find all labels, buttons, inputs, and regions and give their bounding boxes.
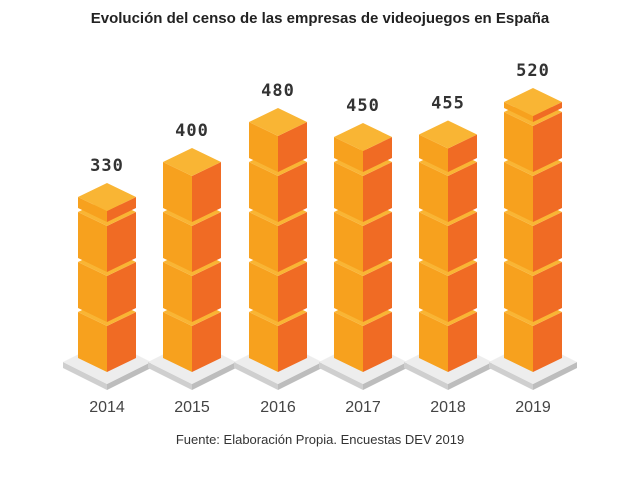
- bar-2017: [319, 123, 407, 390]
- cube-left-face: [163, 212, 192, 272]
- bar-2019: [489, 88, 577, 390]
- x-tick-label: 2017: [345, 399, 381, 416]
- cube-right-face: [448, 262, 477, 322]
- cube-left-face: [334, 262, 363, 322]
- cube-left-face: [78, 262, 107, 322]
- cube-left-face: [419, 312, 448, 372]
- cube-left-face: [334, 312, 363, 372]
- cube-left-face: [419, 212, 448, 272]
- cube-right-face: [192, 162, 221, 222]
- cube-left-face: [504, 112, 533, 172]
- value-label: 450: [346, 96, 380, 116]
- cube-left-face: [163, 262, 192, 322]
- base-side: [319, 362, 363, 390]
- cube-right-face: [448, 312, 477, 372]
- cube-right-face: [363, 262, 392, 322]
- cube-right-face: [363, 212, 392, 272]
- cube-right-face: [363, 162, 392, 222]
- cube-right-face: [107, 312, 136, 372]
- cube-left-face: [249, 312, 278, 372]
- cube-left-face: [419, 262, 448, 322]
- cube-right-face: [533, 112, 562, 172]
- cube-left-face: [249, 212, 278, 272]
- cube-left-face: [249, 162, 278, 222]
- cube-left-face: [334, 212, 363, 272]
- cube-left-face: [504, 312, 533, 372]
- cube-right-face: [533, 162, 562, 222]
- chart-title: Evolución del censo de las empresas de v…: [90, 10, 550, 27]
- value-label: 455: [431, 94, 465, 114]
- base-side: [533, 362, 577, 390]
- cube-right-face: [192, 212, 221, 272]
- cube-right-face: [278, 122, 307, 172]
- cube-right-face: [278, 162, 307, 222]
- base-side: [489, 362, 533, 390]
- cube-right-face: [192, 262, 221, 322]
- cube-left-face: [78, 212, 107, 272]
- bar-2016: [234, 108, 322, 390]
- x-tick-label: 2014: [89, 399, 125, 416]
- value-label: 520: [516, 61, 550, 81]
- cube-right-face: [533, 312, 562, 372]
- x-tick-label: 2015: [174, 399, 210, 416]
- cube-left-face: [78, 312, 107, 372]
- cube-right-face: [448, 162, 477, 222]
- cube-left-face: [78, 197, 107, 222]
- bar-2014: [63, 183, 151, 390]
- base-side: [148, 362, 192, 390]
- cube-right-face: [363, 312, 392, 372]
- cube-top-face: [78, 183, 136, 211]
- x-tick-label: 2016: [260, 399, 296, 416]
- base-side: [278, 362, 322, 390]
- x-tick-label: 2019: [515, 399, 551, 416]
- cube-left-face: [249, 122, 278, 172]
- base-side: [404, 362, 448, 390]
- cube-left-face: [419, 162, 448, 222]
- cube-left-face: [163, 162, 192, 222]
- cube-right-face: [278, 312, 307, 372]
- base-side: [448, 362, 492, 390]
- cube-right-face: [107, 212, 136, 272]
- cube-right-face: [107, 262, 136, 322]
- cube-left-face: [163, 312, 192, 372]
- cube-left-face: [334, 137, 363, 172]
- bar-2015: [148, 148, 236, 390]
- cube-left-face: [504, 162, 533, 222]
- bar-2018: [404, 120, 492, 390]
- base-side: [107, 362, 151, 390]
- base-side: [192, 362, 236, 390]
- cube-right-face: [448, 134, 477, 172]
- cube-left-face: [504, 102, 533, 122]
- value-label: 480: [261, 81, 295, 101]
- cube-top-face: [334, 123, 392, 151]
- value-label: 400: [175, 121, 209, 141]
- cube-top-face: [163, 148, 221, 176]
- value-label: 330: [90, 156, 124, 176]
- cube-right-face: [533, 102, 562, 122]
- base-side: [234, 362, 278, 390]
- cube-left-face: [419, 134, 448, 172]
- cube-right-face: [192, 312, 221, 372]
- cube-left-face: [504, 212, 533, 272]
- cube-right-face: [533, 262, 562, 322]
- cube-left-face: [504, 262, 533, 322]
- cube-right-face: [363, 137, 392, 172]
- cube-left-face: [249, 262, 278, 322]
- x-tick-label: 2018: [430, 399, 466, 416]
- cube-right-face: [448, 212, 477, 272]
- base-side: [363, 362, 407, 390]
- cube-right-face: [278, 212, 307, 272]
- cube-right-face: [278, 262, 307, 322]
- cube-top-face: [504, 88, 562, 116]
- cube-right-face: [107, 197, 136, 222]
- cube-left-face: [334, 162, 363, 222]
- source-note: Fuente: Elaboración Propia. Encuestas DE…: [175, 432, 465, 447]
- base-side: [63, 362, 107, 390]
- cube-top-face: [249, 108, 307, 136]
- cube-top-face: [419, 120, 477, 149]
- cube-right-face: [533, 212, 562, 272]
